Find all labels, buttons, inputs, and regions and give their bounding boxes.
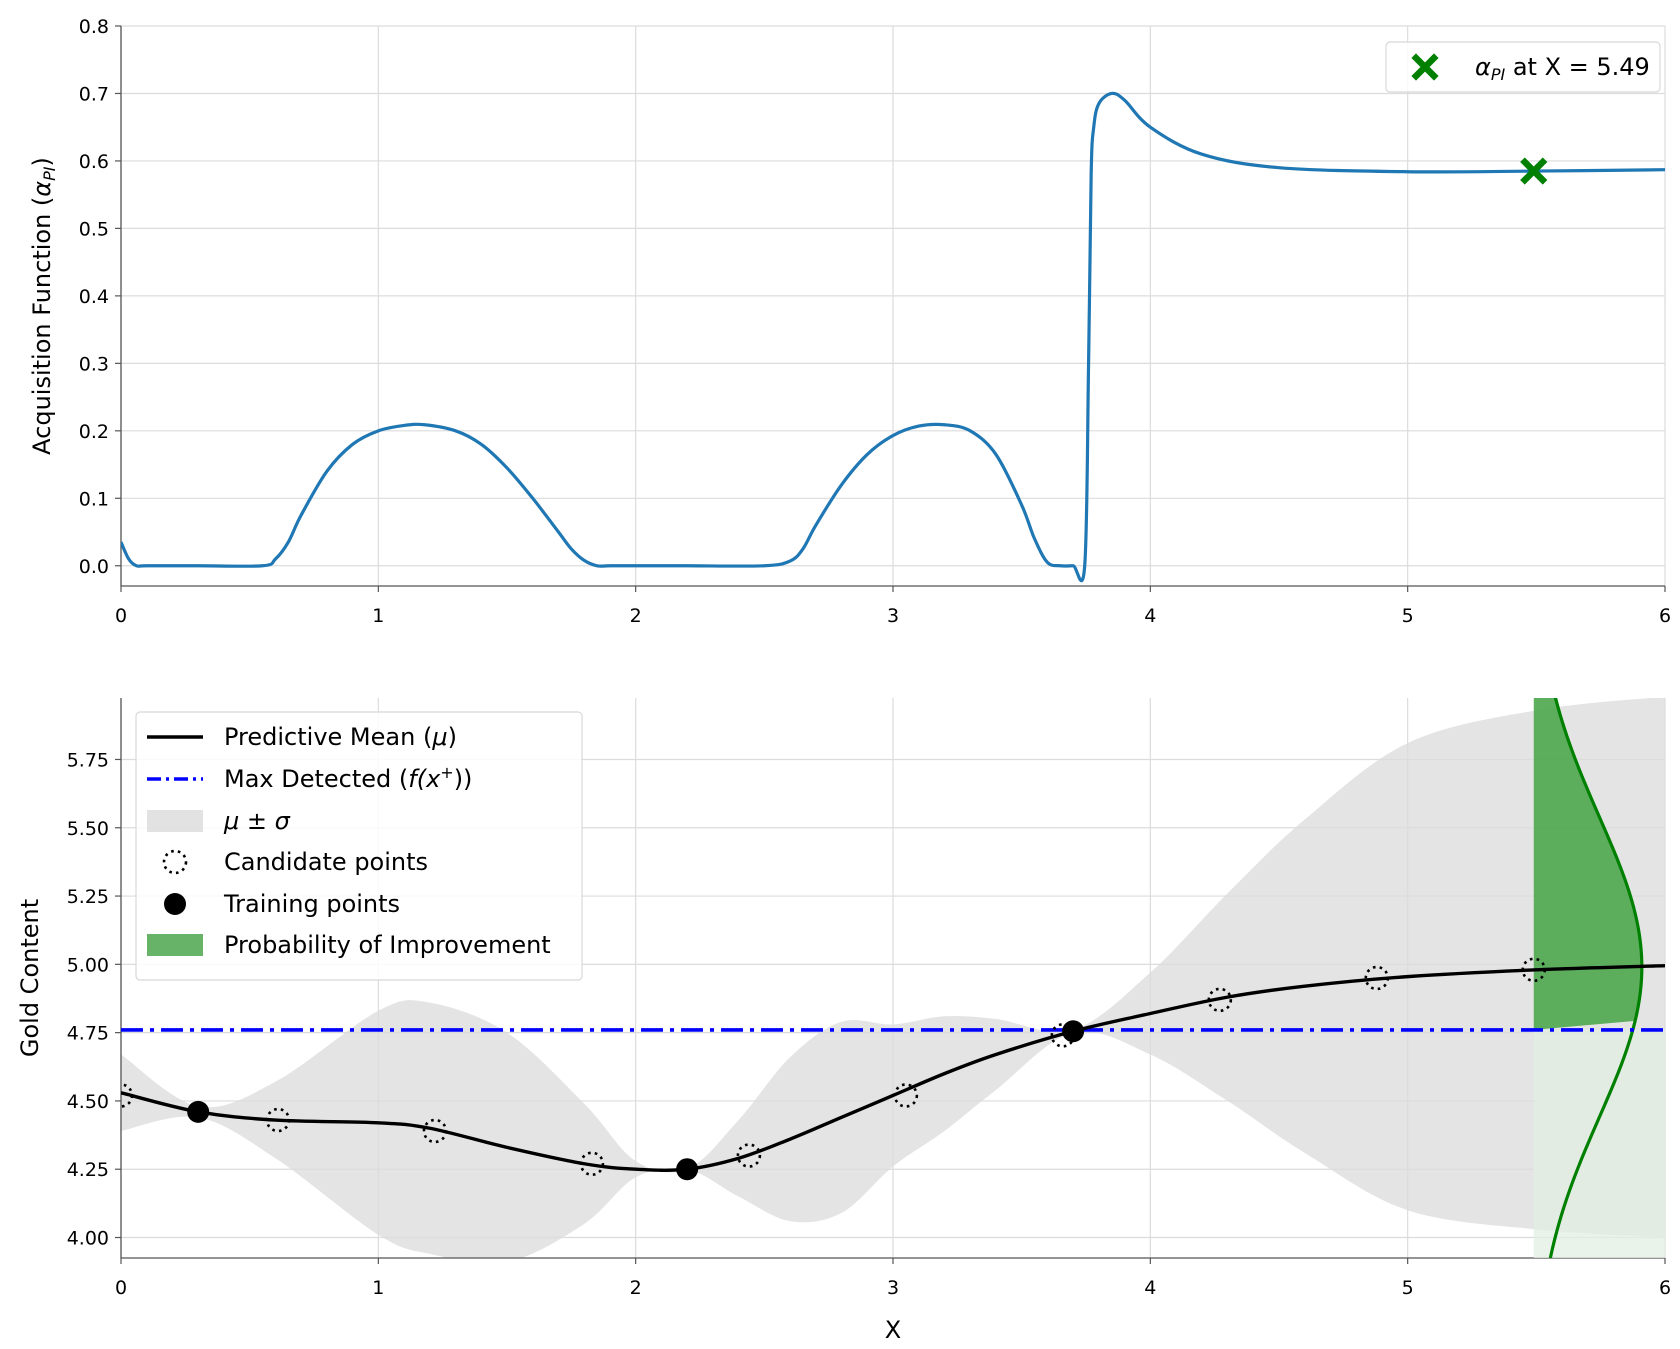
candidate-point: [893, 1083, 919, 1108]
y-tick-label: 5.00: [67, 954, 109, 976]
gold-content-plot: 0 1 2 3 4 5 6 4.00 4.25 4.50 4.75 5.00 5.25 5.50 5.75 G…: [16, 698, 1671, 1344]
x-tick-label: 2: [630, 605, 642, 627]
x-tick-label: 3: [887, 1277, 899, 1299]
marker-stroke: [1411, 53, 1439, 81]
x-tick-label: 5: [1402, 605, 1414, 627]
candidate-point: [1521, 957, 1547, 983]
candidate-point: [1364, 965, 1390, 991]
candidate-point: [579, 1151, 605, 1177]
y-axis-label: Gold Content: [16, 899, 44, 1057]
y-tick-label: 4.00: [67, 1228, 109, 1250]
top-legend: αPI at X = 5.49: [1385, 41, 1661, 93]
y-tick-label: 5.75: [67, 749, 109, 771]
legend-symbol: α: [1475, 53, 1491, 81]
pi-layer: [1533, 698, 1665, 1258]
legend-label-band: μ ± σ: [223, 807, 291, 835]
legend-label: αPI at X = 5.49: [1475, 53, 1650, 84]
legend-pi-handle: [147, 934, 203, 956]
y-tick-label: 0.2: [79, 421, 109, 443]
legend-symbol: f(x: [408, 765, 441, 793]
legend-band-handle: [147, 810, 203, 832]
x-tick-label: 6: [1659, 1277, 1671, 1299]
acquisition-curve: [121, 91, 1665, 583]
y-tick-label: 0.5: [79, 218, 109, 240]
y-tick-label: 0.8: [79, 16, 109, 38]
y-axis-label: Acquisition Function (αPI): [28, 157, 59, 455]
x-axis-label: X: [885, 1316, 901, 1344]
legend-marker-icon: [1411, 53, 1439, 81]
x-tick-label: 0: [115, 605, 127, 627]
legend-text: Max Detected (: [224, 765, 408, 793]
legend-label-mean: Predictive Mean (μ): [224, 723, 457, 751]
legend-training-handle: [164, 893, 186, 915]
legend-superscript: +: [440, 763, 453, 782]
x-tick-label: 6: [1659, 605, 1671, 627]
x-tick-label: 4: [1144, 1277, 1156, 1299]
y-tick-label: 5.25: [67, 886, 109, 908]
y-tick-label: 0.0: [79, 556, 109, 578]
legend-text: at X = 5.49: [1505, 53, 1650, 81]
x-tick-label: 3: [887, 605, 899, 627]
candidate-point: [121, 1083, 134, 1108]
training-point: [676, 1158, 699, 1181]
x-tick-label: 4: [1144, 605, 1156, 627]
legend-box: [1385, 41, 1661, 93]
y-axis-label-text: Acquisition Function (: [28, 197, 56, 455]
legend-text: Probability of Improvement: [224, 931, 551, 959]
marker-stroke: [1520, 157, 1548, 185]
training-point: [187, 1100, 210, 1123]
y-axis-label-subscript: PI: [40, 166, 59, 181]
y-axis-label-symbol: α: [28, 181, 56, 197]
legend-text: ): [448, 723, 457, 751]
legend-symbol: μ ± σ: [223, 807, 291, 835]
y-tick-label: 0.4: [79, 286, 109, 308]
uncertainty-band: [121, 698, 1665, 1258]
y-tick-label: 4.75: [67, 1023, 109, 1045]
x-tick-label: 1: [372, 605, 384, 627]
legend-subscript: PI: [1491, 65, 1506, 84]
candidate-point: [1207, 987, 1233, 1013]
legend-label-max: Max Detected (f(x+)): [224, 763, 472, 793]
band-layer: [121, 698, 1665, 1258]
max-acquisition-marker: [1520, 157, 1548, 185]
x-tick-label: 1: [372, 1277, 384, 1299]
legend-symbol: μ: [431, 723, 447, 751]
y-tick-label: 0.6: [79, 151, 109, 173]
bottom-legend: Predictive Mean (μ)Max Detected (f(x+))μ…: [135, 711, 583, 981]
y-axis-label-close: ): [28, 157, 56, 166]
candidate-point: [422, 1118, 448, 1144]
y-tick-label: 0.3: [79, 353, 109, 375]
legend-text: Training points: [223, 890, 400, 918]
legend-box: [135, 711, 583, 981]
pi-area: [1533, 698, 1642, 1030]
legend-label-pi: Probability of Improvement: [224, 931, 551, 959]
candidate-point: [736, 1143, 762, 1168]
predictive-mean-line: [121, 964, 1665, 1172]
x-tick-label: 2: [630, 1277, 642, 1299]
legend-candidate-handle: [162, 849, 188, 875]
training-point: [1062, 1020, 1085, 1043]
pi-below-region: [1533, 1029, 1665, 1258]
y-tick-label: 4.50: [67, 1091, 109, 1113]
x-tick-label: 5: [1402, 1277, 1414, 1299]
legend-text: Predictive Mean (: [224, 723, 432, 751]
legend-text: Candidate points: [224, 848, 428, 876]
legend-text: )): [454, 765, 473, 793]
y-tick-label: 0.1: [79, 488, 109, 510]
legend-label-candidate: Candidate points: [224, 848, 428, 876]
y-tick-label: 5.50: [67, 818, 109, 840]
pi-density-curve: [1548, 698, 1644, 1258]
legend-label-training: Training points: [223, 890, 400, 918]
y-tick-label: 0.7: [79, 83, 109, 105]
y-tick-label: 4.25: [67, 1159, 109, 1181]
x-tick-label: 0: [115, 1277, 127, 1299]
acquisition-plot: 0 1 2 3 4 5 6 0.0 0.1 0.2 0.3 0.4 0.5 0.6 0.7 0.8 Acquis…: [28, 16, 1671, 627]
candidate-point: [265, 1107, 291, 1133]
